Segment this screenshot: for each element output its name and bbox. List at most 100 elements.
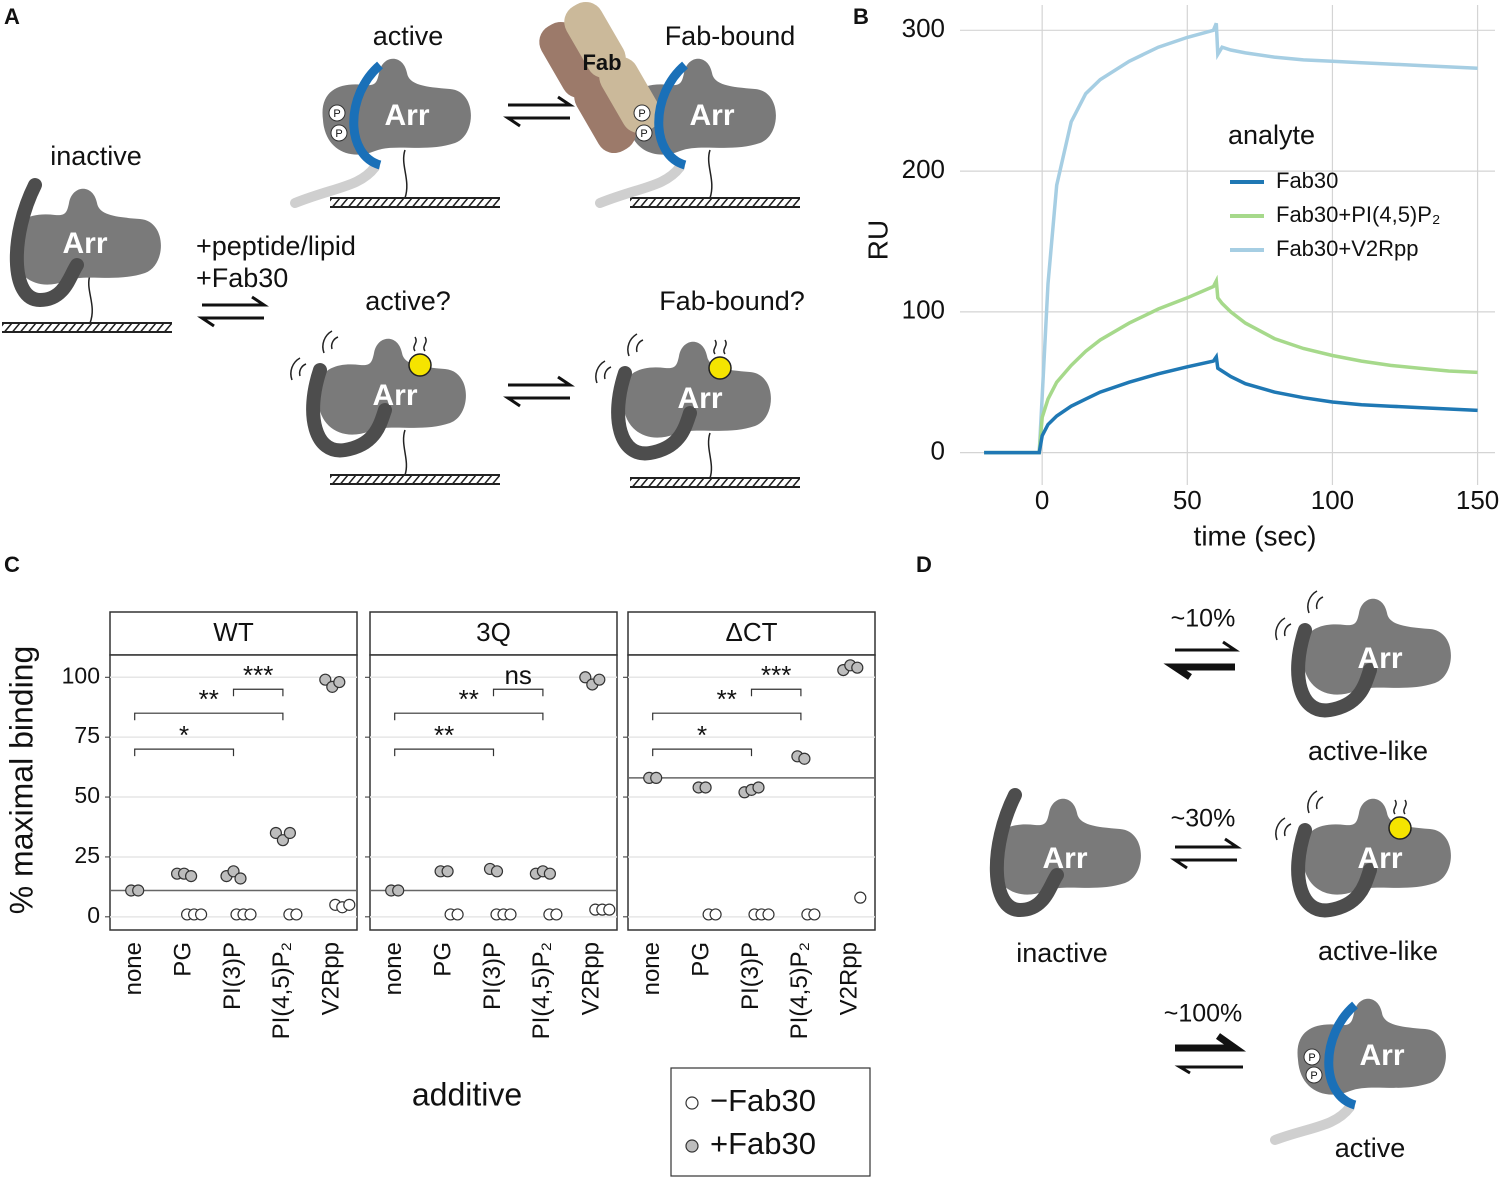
significance-bracket <box>652 712 802 721</box>
equilibrium-arrow <box>200 295 266 328</box>
data-point <box>490 865 504 878</box>
y-tick-label: 300 <box>902 13 945 43</box>
state-label: active <box>373 21 444 51</box>
data-point <box>132 884 145 897</box>
fab-label: Fab <box>582 50 621 75</box>
equilibrium-arrow <box>506 95 572 128</box>
phospho: P <box>640 128 647 140</box>
phospho: P <box>638 108 645 120</box>
phospho: P <box>1310 1070 1317 1082</box>
series-line <box>984 22 1478 455</box>
significance-bracket <box>492 688 544 697</box>
state-label: inactive <box>50 141 142 171</box>
data-point <box>343 898 356 911</box>
y-tick-label: 0 <box>87 902 100 928</box>
protein-label: Arr <box>62 227 107 260</box>
x-tick-label: 50 <box>1173 485 1202 515</box>
arrestin-inactive: Arr <box>989 788 1141 918</box>
legend-title: analyte <box>1228 120 1315 150</box>
facet-panel <box>369 654 618 931</box>
state-label: active-like <box>1308 736 1428 766</box>
state-label: Fab-bound? <box>659 286 805 316</box>
significance-label: *** <box>761 660 791 690</box>
protein-label: Arr <box>1357 642 1402 675</box>
significance-label: ns <box>504 660 531 690</box>
equilibrium-arrow <box>506 375 572 408</box>
forward-arrow <box>1175 640 1240 652</box>
x-tick-label: none <box>380 942 407 995</box>
data-point <box>808 908 821 921</box>
x-tick-label: V2Rpp <box>318 942 345 1015</box>
x-tick-label: none <box>120 942 147 995</box>
significance-label: ** <box>434 720 454 750</box>
reverse-arrow <box>1174 1065 1243 1075</box>
condition: +Fab30 <box>196 263 288 293</box>
legend-label: +Fab30 <box>710 1126 816 1161</box>
panel-a: A inactive Arr +peptide/lipid +Fab30 act… <box>1 1 805 488</box>
state-label: Fab-bound <box>665 21 796 51</box>
panel-c: C % maximal binding additive 0 25 50 75 100 WT no… <box>3 552 876 1177</box>
x-tick-label: 100 <box>1311 485 1354 515</box>
significance-label: ** <box>459 684 479 714</box>
legend-swatch <box>685 1096 699 1110</box>
data-point <box>244 908 257 921</box>
y-axis-label: RU <box>862 220 893 260</box>
y-tick-label: 25 <box>74 842 100 868</box>
state-label: inactive <box>1016 938 1108 968</box>
panel-d: D Arr inactive ~10% Arr active-like ~30%… <box>916 552 1451 1163</box>
significance-bracket <box>750 688 802 697</box>
arrestin-active: P P Arr <box>290 58 501 208</box>
data-point <box>593 673 606 686</box>
facet-strip <box>109 611 358 656</box>
significance-bracket <box>652 748 753 757</box>
significance-label: * <box>697 720 707 750</box>
panel-label: B <box>853 4 869 29</box>
significance-bracket <box>134 748 235 757</box>
data-point <box>451 908 464 921</box>
significance-label: ** <box>717 684 737 714</box>
y-tick-label: 100 <box>62 662 100 688</box>
y-tick-label: 75 <box>74 722 100 748</box>
data-point <box>392 884 405 897</box>
data-point <box>762 908 775 921</box>
legend-swatch <box>685 1139 699 1153</box>
legend-label: Fab30+PI(4,5)P₂ <box>1276 202 1440 227</box>
arrestin-active-q: Arr <box>290 330 501 485</box>
forward-arrow <box>1175 1033 1247 1052</box>
data-point <box>185 870 198 883</box>
phospho: P <box>335 128 342 140</box>
significance-bracket <box>134 712 284 721</box>
x-tick-label: none <box>638 942 665 995</box>
phospho: P <box>1308 1052 1315 1064</box>
data-point <box>441 865 454 878</box>
protein-label: Arr <box>689 99 734 132</box>
legend-label: Fab30+V2Rpp <box>1276 236 1419 261</box>
protein-label: Arr <box>1359 1039 1404 1072</box>
x-tick-label: PI(4,5)P₂ <box>786 942 813 1039</box>
significance-bracket <box>394 712 544 721</box>
y-tick-label: 100 <box>902 295 945 325</box>
x-tick-label: V2Rpp <box>836 942 863 1015</box>
legend-label: −Fab30 <box>710 1083 816 1118</box>
y-tick-label: 0 <box>931 435 945 465</box>
data-point <box>603 903 616 916</box>
arrestin-inactive: Arr <box>1 178 173 333</box>
arrestin-fab-bound-q: Arr <box>595 333 801 488</box>
data-point <box>333 675 346 689</box>
facet-title: ΔCT <box>725 617 777 647</box>
panel-label: C <box>4 552 20 577</box>
protein-label: Arr <box>1357 842 1402 875</box>
x-tick-label: PG <box>169 942 196 977</box>
significance-bracket <box>232 688 284 697</box>
fraction: ~30% <box>1171 805 1236 833</box>
state-label: active <box>1335 1133 1406 1163</box>
protein-label: Arr <box>1042 842 1087 875</box>
state-label: active-like <box>1318 936 1438 966</box>
x-axis-label: time (sec) <box>1194 520 1317 551</box>
x-tick-label: PG <box>687 942 714 977</box>
significance-bracket <box>394 748 495 757</box>
y-axis-label: % maximal binding <box>3 646 39 915</box>
x-tick-label: PI(3)P <box>479 942 506 1010</box>
data-point <box>319 673 332 686</box>
x-tick-label: PI(3)P <box>737 942 764 1010</box>
